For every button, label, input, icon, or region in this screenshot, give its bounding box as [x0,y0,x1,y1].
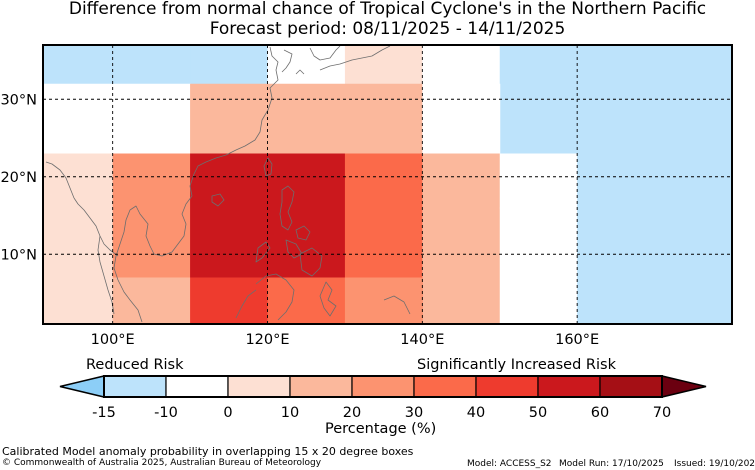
colorbar-bin [289,375,353,398]
colorbar-low-extend [59,375,105,398]
colorbar-bin [413,375,477,398]
probability-cells [43,45,732,324]
colorbar-bin [351,375,415,398]
colorbar-bin [103,375,167,398]
model-run-date: Model Run: 17/10/2025 [559,459,664,469]
probability-cell-9 [422,83,501,154]
map-title: Difference from normal chance of Tropica… [68,0,707,19]
issued-date: Issued: 19/10/2025 [674,459,755,469]
colorbar-tick-label: 60 [590,405,610,421]
colorbar-tick-label: 40 [466,405,486,421]
axis-labels: 100°E 120°E 140°E 160°E 10°N 20°N 30°N [0,92,599,348]
probability-cell-7 [112,83,191,154]
colorbar-bin [475,375,539,398]
colorbar-tick-label: 0 [223,405,233,421]
probability-cell-4 [422,45,501,85]
probability-cell-14 [422,153,501,324]
gridlines [43,45,732,324]
increased-risk-label: Significantly Increased Risk [417,357,616,373]
lat-tick-label: 10°N [0,247,37,263]
probability-cell-8 [190,83,423,154]
probability-cell-15 [499,153,578,209]
colorbar-bin [537,375,601,398]
probability-cell-6 [43,83,114,154]
probability-cell-10 [43,153,114,324]
copyright-note: © Commonwealth of Australia 2025, Austra… [2,458,322,468]
map-frame [42,44,733,325]
colorbar-tick-label: -15 [92,405,116,421]
colorbar-tick-label: 70 [652,405,672,421]
probability-cell-21 [344,277,423,324]
colorbar-high-extend [661,375,707,398]
colorbar-tick-label: 50 [528,405,548,421]
method-note: Calibrated Model anomaly probability in … [2,445,414,458]
probability-cell-1 [190,45,269,85]
colorbar-tick-label: -10 [154,405,178,421]
colorbar-tick-label: 20 [342,405,362,421]
colorbar-bin [599,375,663,398]
lon-tick-label: 100°E [91,332,135,348]
lat-tick-label: 20°N [0,170,37,186]
probability-cell-19 [190,277,269,324]
lon-tick-label: 160°E [555,332,599,348]
lat-tick-label: 30°N [0,92,37,108]
probability-cell-17 [577,153,732,324]
probability-cell-3 [344,45,423,85]
colorbar-tick-label: 30 [404,405,424,421]
lon-tick-label: 140°E [400,332,444,348]
colorbar-bin [165,375,229,398]
probability-cell-13 [344,153,423,278]
probability-cell-2 [267,45,346,85]
colorbar-tick-label: 10 [280,405,300,421]
reduced-risk-label: Reduced Risk [86,357,184,373]
coastline [45,45,411,323]
probability-cell-16 [499,207,578,324]
colorbar-bin [227,375,291,398]
probability-cell-20 [267,277,346,324]
model-name: Model: ACCESS_S2 [467,459,552,469]
probability-cell-18 [112,277,191,324]
colorbar-axis-label: Percentage (%) [325,421,437,437]
colorbar-outline [103,375,663,398]
colorbar [59,375,707,398]
forecast-period: Forecast period: 08/11/2025 - 14/11/2025 [209,19,566,39]
probability-cell-11 [112,153,191,278]
probability-cell-0 [43,45,191,85]
lon-tick-label: 120°E [245,332,289,348]
